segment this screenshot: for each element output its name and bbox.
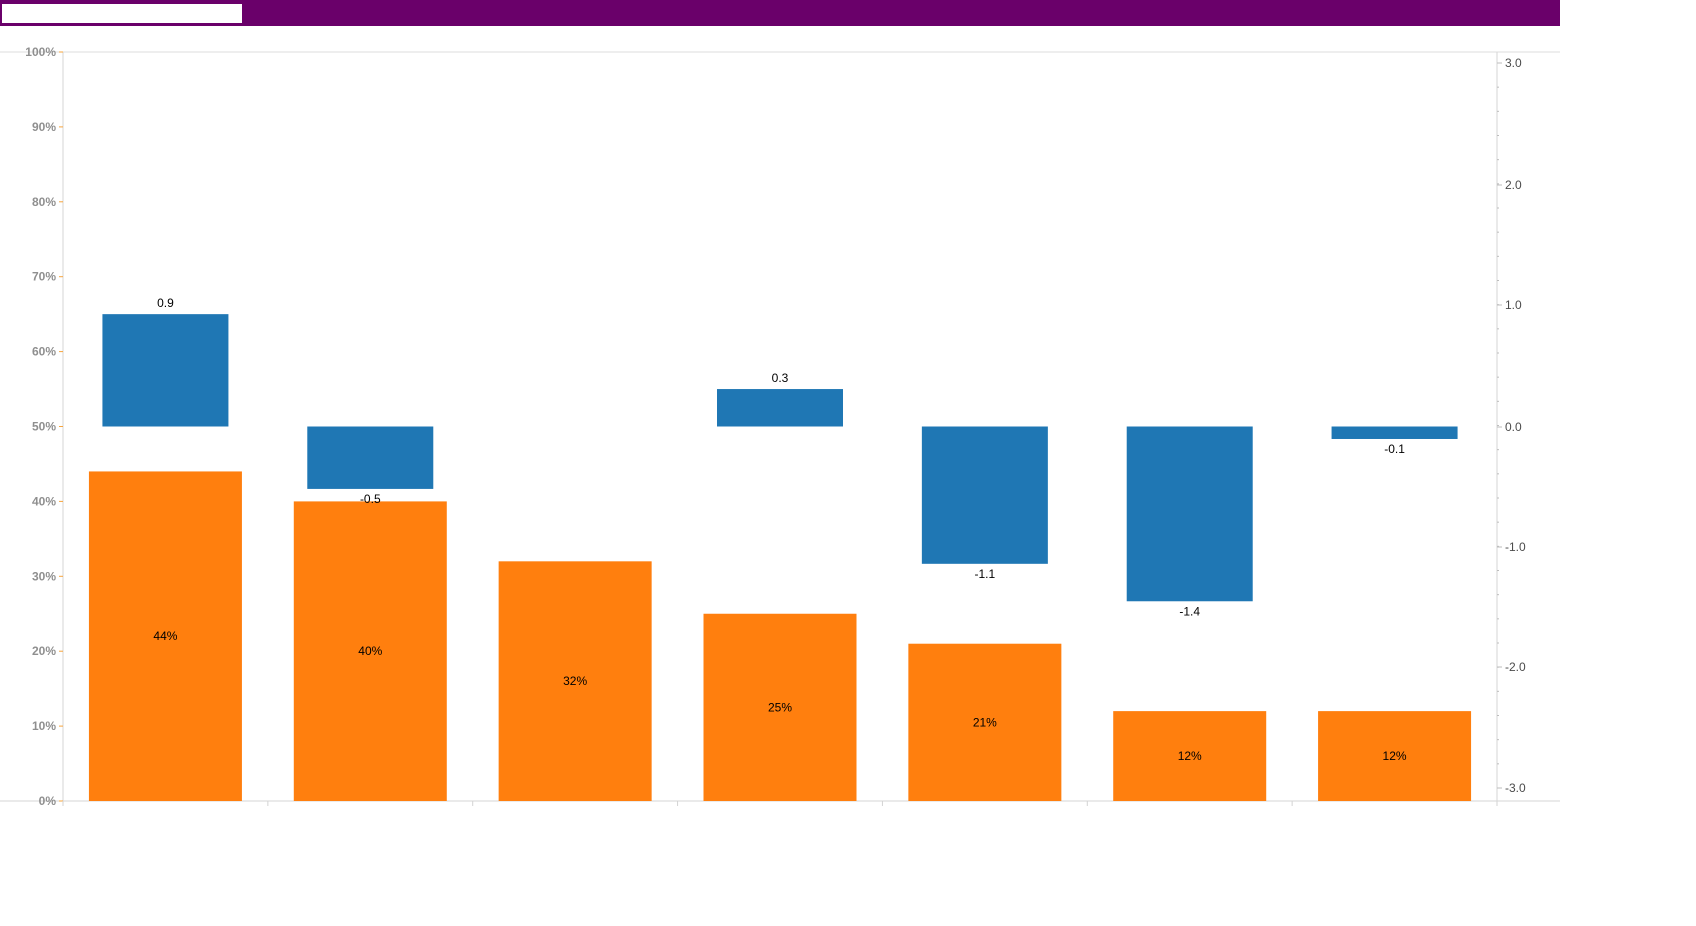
right-axis-tick-label: -3.0 <box>1505 781 1526 795</box>
left-axis-tick-label: 50% <box>32 420 56 434</box>
left-axis-tick-label: 40% <box>32 494 56 508</box>
blue-bar-label: -1.4 <box>1179 604 1200 618</box>
left-axis-tick-label: 100% <box>25 45 56 59</box>
blue-bar-label: 0.3 <box>772 371 789 385</box>
blue-bar <box>1126 426 1253 602</box>
left-axis-tick-label: 10% <box>32 719 56 733</box>
blue-bar-label: 0.9 <box>157 296 174 310</box>
orange-bar <box>498 561 652 801</box>
left-axis-tick-label: 70% <box>32 270 56 284</box>
orange-bar <box>293 501 447 801</box>
left-y-axis: 0% 10% 20% 30% 40% 50% 60% 70% 80% 90% 100% <box>25 45 63 808</box>
left-axis-tick-label: 80% <box>32 195 56 209</box>
orange-bar <box>1113 711 1267 801</box>
x-axis <box>62 801 1498 806</box>
orange-bar-label: 40% <box>358 644 382 658</box>
blue-bar <box>307 426 434 489</box>
blue-bar-label: -0.1 <box>1384 442 1405 456</box>
blue-bar <box>1331 426 1458 439</box>
orange-bar-label: 21% <box>973 715 997 729</box>
orange-bar-label: 44% <box>153 629 177 643</box>
orange-bar-label: 25% <box>768 700 792 714</box>
top-header-bar <box>0 0 1560 26</box>
left-axis-tick-label: 0% <box>39 794 57 808</box>
blue-series: 0.9 -0.5 0.3 -1.1 -1.4 -0.1 <box>102 296 1458 618</box>
orange-bar <box>1318 711 1472 801</box>
blue-bar-label: -1.1 <box>975 567 996 581</box>
orange-series: 44% 40% 32% 25% 21% 12% 12% <box>88 471 1472 801</box>
right-y-axis: 3.0 2.0 1.0 0.0 -1.0 -2.0 -3.0 <box>1497 56 1526 795</box>
left-axis-tick-label: 30% <box>32 569 56 583</box>
left-axis-tick-label: 20% <box>32 644 56 658</box>
right-axis-tick-label: 1.0 <box>1505 298 1522 312</box>
right-axis-tick-label: 0.0 <box>1505 420 1522 434</box>
blue-bar <box>717 389 843 427</box>
orange-bar <box>703 613 857 801</box>
orange-bar-label: 12% <box>1383 749 1407 763</box>
right-axis-tick-label: 2.0 <box>1505 178 1522 192</box>
right-axis-tick-label: -2.0 <box>1505 660 1526 674</box>
orange-bar <box>908 643 1062 801</box>
search-input[interactable] <box>2 4 242 23</box>
orange-bar-label: 32% <box>563 674 587 688</box>
right-axis-tick-label: -1.0 <box>1505 540 1526 554</box>
orange-bar-label: 12% <box>1178 749 1202 763</box>
left-axis-tick-label: 60% <box>32 345 56 359</box>
blue-bar <box>921 426 1048 564</box>
left-axis-tick-label: 90% <box>32 120 56 134</box>
blue-bar-label: -0.5 <box>360 492 381 506</box>
blue-bar <box>102 314 229 427</box>
right-axis-tick-label: 3.0 <box>1505 56 1522 70</box>
orange-bar <box>88 471 242 801</box>
